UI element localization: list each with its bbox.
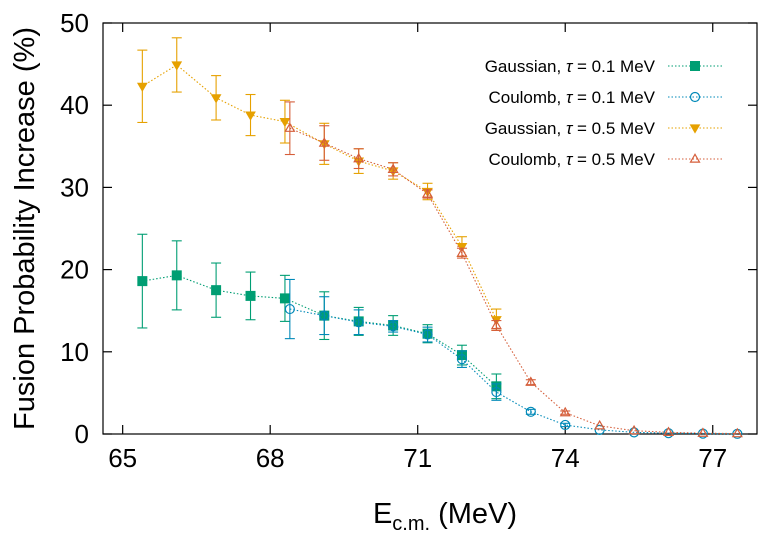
legend-label-1: Gaussian, τ = 0.1 MeV	[485, 57, 656, 76]
legend-marker-4	[689, 153, 701, 163]
x-tick-label-77: 77	[698, 443, 727, 473]
legend-marker-1	[690, 61, 700, 71]
series-3	[136, 37, 502, 331]
legend-marker-2	[689, 91, 701, 103]
series-1-point-2	[211, 285, 222, 296]
y-tick-label-30: 30	[60, 172, 89, 202]
plot-frame	[102, 22, 758, 435]
series-2-point-2	[353, 317, 364, 328]
series-4-point-13	[731, 427, 743, 438]
y-tick-label-0: 0	[75, 419, 89, 449]
series-2-point-9	[594, 424, 605, 435]
series-4-point-11	[662, 426, 675, 437]
series-3-line	[142, 64, 497, 320]
x-tick-label-74: 74	[551, 443, 580, 473]
x-tick-label-71: 71	[403, 443, 432, 473]
series-4-line	[289, 127, 738, 435]
series-4-point-7	[525, 376, 537, 386]
series-4	[284, 101, 743, 438]
series-1-point-4	[279, 293, 290, 304]
x-axis-label: Ec.m. (MeV)	[373, 498, 517, 535]
y-axis-label: Fusion Probability Increase (%)	[9, 27, 41, 430]
series-4-point-6	[490, 319, 502, 330]
series-4-point-2	[353, 152, 365, 163]
series-1-point-3	[245, 290, 256, 301]
series-4-point-0	[284, 122, 296, 132]
series-2	[284, 278, 743, 439]
series-2-point-4	[422, 329, 433, 340]
series-4-point-3	[387, 163, 399, 174]
series-2-point-6	[491, 386, 502, 398]
series-4-point-12	[697, 427, 709, 437]
series-4-point-9	[594, 419, 606, 430]
series-3-point-3	[245, 111, 256, 121]
series-3-point-2	[210, 94, 222, 104]
series-3-point-1	[171, 61, 183, 71]
legend-label-2: Coulomb, τ = 0.1 MeV	[488, 88, 655, 107]
series-4-point-10	[628, 424, 640, 435]
series-2-point-7	[525, 406, 536, 417]
legend-marker-3	[689, 124, 701, 134]
series-2-point-3	[388, 321, 399, 332]
series-4-point-1	[318, 137, 330, 147]
series-1-point-0	[137, 276, 148, 287]
legend-label-3: Gaussian, τ = 0.5 MeV	[485, 119, 656, 138]
series-2-point-0	[284, 303, 295, 315]
series-2-point-8	[560, 419, 571, 431]
legend-label-4: Coulomb, τ = 0.5 MeV	[488, 150, 655, 169]
legend-entry-2: Coulomb, τ = 0.1 MeV	[488, 88, 722, 107]
series-2-line	[289, 308, 738, 435]
series-4-point-8	[559, 406, 571, 417]
series-2-point-10	[628, 427, 640, 438]
y-tick-label-20: 20	[60, 255, 89, 285]
series-2-point-5	[456, 354, 468, 365]
x-tick-label-68: 68	[256, 443, 285, 473]
legend-entry-3: Gaussian, τ = 0.5 MeV	[485, 119, 722, 138]
y-tick-label-40: 40	[60, 90, 89, 120]
series-3-point-4	[279, 118, 291, 128]
series-3-point-0	[136, 82, 148, 92]
series-1-point-1	[171, 270, 182, 281]
series-2-point-1	[319, 310, 330, 321]
series-4-point-5	[456, 247, 468, 257]
x-tick-label-65: 65	[108, 443, 137, 473]
y-tick-label-10: 10	[60, 337, 89, 367]
series-4-point-4	[421, 188, 434, 198]
legend-entry-4: Coulomb, τ = 0.5 MeV	[488, 150, 722, 169]
y-tick-label-50: 50	[60, 8, 89, 38]
legend-entry-1: Gaussian, τ = 0.1 MeV	[485, 57, 722, 76]
